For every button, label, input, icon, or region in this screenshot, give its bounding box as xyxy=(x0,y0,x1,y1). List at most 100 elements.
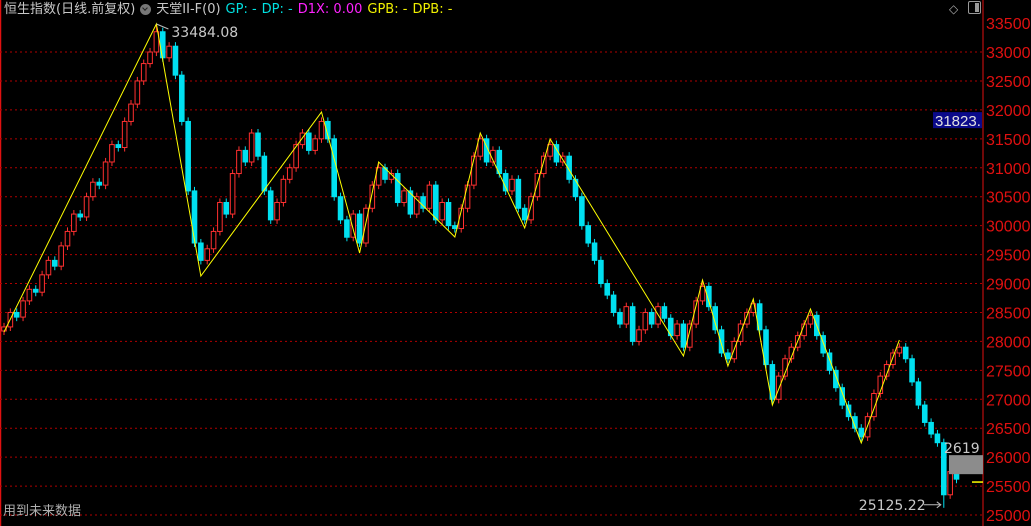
candle-down xyxy=(77,213,84,218)
instrument-title[interactable]: 恒生指数(日线.前复权) xyxy=(4,1,136,17)
y-tick-label: 33500 xyxy=(986,16,1031,33)
candle-up xyxy=(109,144,115,163)
candle-up xyxy=(401,190,407,203)
candle-down xyxy=(433,184,439,221)
candle-down xyxy=(585,225,592,244)
candle-up xyxy=(229,173,236,215)
candle-down xyxy=(921,404,928,423)
current-price-box xyxy=(933,112,982,129)
candle-down xyxy=(712,306,719,331)
candle-down xyxy=(579,196,585,227)
y-tick-label: 31000 xyxy=(986,161,1031,178)
candle-up xyxy=(26,288,33,302)
candle-down xyxy=(198,242,204,261)
candle-up xyxy=(642,311,649,331)
candle-up xyxy=(750,303,757,313)
candle-down xyxy=(826,352,833,371)
candle-up xyxy=(20,300,26,318)
candle-up xyxy=(439,201,445,221)
candle-up xyxy=(134,80,141,105)
candle-up xyxy=(274,201,280,221)
candle-down xyxy=(223,201,230,215)
y-tick-label: 32500 xyxy=(986,74,1031,91)
candle-up xyxy=(890,352,896,366)
candle-down xyxy=(407,190,414,215)
indicator-name[interactable]: 天堂II-F(0) xyxy=(156,1,221,17)
candle-down xyxy=(255,132,261,157)
candle-up xyxy=(293,144,299,169)
candle-down xyxy=(96,181,103,186)
y-tick-label: 26000 xyxy=(986,450,1031,467)
diamond-icon[interactable]: ◇ xyxy=(949,2,959,16)
candle-down xyxy=(356,213,363,244)
candle-down xyxy=(909,358,915,383)
candle-down xyxy=(839,387,846,406)
candle-up xyxy=(153,31,160,53)
candle-up xyxy=(166,45,172,59)
candle-up xyxy=(369,184,376,209)
high-label: 33484.08 xyxy=(171,25,238,41)
candle-down xyxy=(267,190,274,221)
candle-down xyxy=(617,311,623,325)
candle-up xyxy=(947,471,953,496)
candle-down xyxy=(337,196,344,221)
candle-up xyxy=(280,178,287,203)
y-tick-label: 25500 xyxy=(986,479,1031,496)
candle-down xyxy=(521,207,528,221)
gp-value: GP: - xyxy=(225,1,257,17)
candle-up xyxy=(363,207,369,244)
high-pointer xyxy=(156,23,169,30)
candle-up xyxy=(64,230,71,247)
candle-down xyxy=(763,329,769,366)
candle-up xyxy=(540,155,547,175)
candle-down xyxy=(604,283,611,296)
candle-up xyxy=(58,245,64,267)
y-tick-label: 30500 xyxy=(986,190,1031,207)
candle-down xyxy=(572,178,579,198)
candle-up xyxy=(871,392,877,418)
candle-down xyxy=(242,149,249,163)
candle-down xyxy=(261,155,268,192)
dropdown-circle-icon[interactable] xyxy=(140,3,152,15)
candle-down xyxy=(820,335,826,354)
candle-up xyxy=(83,196,90,218)
chart-header: 恒生指数(日线.前复权) 天堂II-F(0) GP: - DP: - D1X: … xyxy=(4,0,452,18)
candle-up xyxy=(687,323,693,348)
candle-up xyxy=(477,138,484,157)
candle-down xyxy=(934,433,941,444)
candle-up xyxy=(318,120,325,140)
candle-down xyxy=(833,369,839,389)
candle-up xyxy=(744,311,750,325)
y-tick-label: 31500 xyxy=(986,132,1031,149)
candle-up xyxy=(128,103,134,122)
candle-up xyxy=(509,178,515,192)
candle-down xyxy=(648,311,655,325)
candle-down xyxy=(32,288,39,293)
candle-down xyxy=(928,421,934,435)
candle-up xyxy=(623,306,630,325)
candle-up xyxy=(236,149,242,175)
candle-down xyxy=(515,178,522,209)
candle-up xyxy=(299,132,306,146)
y-tick-label: 29500 xyxy=(986,248,1031,265)
candle-down xyxy=(598,259,604,285)
candle-up xyxy=(71,213,77,232)
candle-up xyxy=(90,181,96,198)
candle-up xyxy=(464,184,471,209)
candle-up xyxy=(547,144,553,157)
y-tick-label: 32000 xyxy=(986,103,1031,120)
y-tick-label: 29000 xyxy=(986,277,1031,294)
y-tick-label: 27500 xyxy=(986,363,1031,380)
candle-down xyxy=(902,346,909,360)
panel-toggle-icon[interactable] xyxy=(968,1,981,14)
low-label: 25125.22 xyxy=(859,498,926,514)
candle-down xyxy=(394,173,401,203)
candle-up xyxy=(140,63,147,82)
candle-down xyxy=(680,323,687,348)
y-tick-label: 28000 xyxy=(986,334,1031,351)
candle-down xyxy=(591,242,598,261)
y-tick-label: 27000 xyxy=(986,392,1031,409)
candle-down xyxy=(725,352,731,360)
candle-up xyxy=(699,285,706,302)
